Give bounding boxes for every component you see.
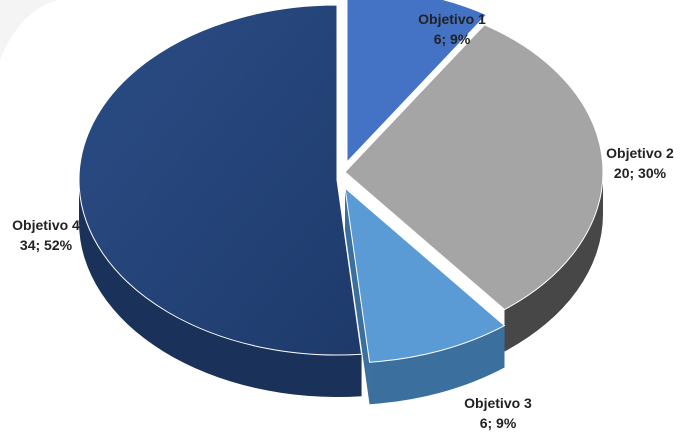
slice-label-4: Objetivo 4 [12,217,80,233]
slice-4 [78,4,363,356]
slice-cut-3 [345,188,370,405]
slice-value-label-3: 6; 9% [480,415,517,431]
slice-1 [346,0,488,164]
slice-side-3 [369,325,505,405]
slice-side-4 [79,180,362,398]
slice-value-label-1: 6; 9% [434,31,471,47]
slice-value-label-2: 20; 30% [614,165,667,181]
slice-3 [344,186,506,363]
slice-label-3: Objetivo 3 [464,395,532,411]
slice-value-label-4: 34; 52% [20,237,73,253]
slice-labels: Objetivo 1 6; 9% Objetivo 2 20; 30% Objetivo… [12,11,674,431]
slice-side-2 [504,172,603,352]
corner-decoration [0,0,58,60]
slice-tops [78,0,604,363]
slice-label-2: Objetivo 2 [606,145,674,161]
slice-2 [344,24,604,311]
slice-label-1: Objetivo 1 [418,11,486,27]
